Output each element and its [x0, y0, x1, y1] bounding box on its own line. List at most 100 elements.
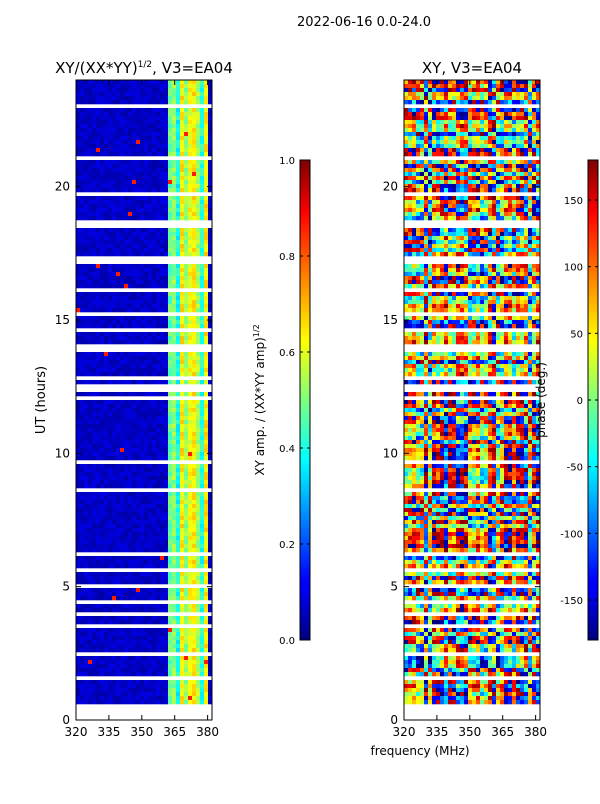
heatmap-cell — [176, 544, 181, 549]
heatmap-cell — [140, 440, 145, 445]
heatmap-cell — [84, 208, 89, 213]
heatmap-cell — [144, 216, 149, 221]
heatmap-cell — [120, 300, 125, 305]
heatmap-cell — [124, 356, 129, 361]
heatmap-cell — [164, 248, 169, 253]
heatmap-cell — [204, 548, 209, 553]
heatmap-cell — [100, 632, 105, 637]
heatmap-cell — [116, 684, 121, 689]
heatmap-cell — [176, 512, 181, 517]
heatmap-cell — [148, 216, 153, 221]
heatmap-cell — [112, 668, 117, 673]
heatmap-cell — [148, 464, 153, 469]
heatmap-cell — [200, 184, 205, 189]
heatmap-cell — [172, 696, 177, 701]
heatmap-cell — [188, 528, 193, 533]
heatmap-cell — [136, 296, 141, 301]
heatmap-cell — [468, 132, 473, 137]
heatmap-cell — [416, 144, 421, 149]
heatmap-cell — [100, 404, 105, 409]
heatmap-cell — [160, 360, 165, 365]
heatmap-cell — [184, 592, 189, 597]
heatmap-cell — [84, 404, 89, 409]
heatmap-cell — [196, 616, 201, 621]
heatmap-cell — [196, 204, 201, 209]
heatmap-cell — [136, 696, 141, 701]
heatmap-cell — [480, 124, 485, 129]
heatmap-cell — [532, 136, 537, 141]
heatmap-cell — [92, 516, 97, 521]
heatmap-cell — [164, 316, 169, 321]
heatmap-cell — [116, 172, 121, 177]
heatmap-cell — [104, 136, 109, 141]
heatmap-cell — [140, 168, 145, 173]
heatmap-cell — [164, 628, 169, 633]
heatmap-cell — [96, 84, 101, 89]
heatmap-cell — [80, 168, 85, 173]
heatmap-cell — [492, 136, 497, 141]
heatmap-cell — [200, 556, 205, 561]
heatmap-cell — [188, 544, 193, 549]
heatmap-cell — [144, 204, 149, 209]
heatmap-cell — [80, 340, 85, 345]
heatmap-cell — [208, 684, 212, 689]
heatmap-cell — [156, 172, 161, 177]
heatmap-cell — [160, 500, 165, 505]
heatmap-cell — [112, 112, 117, 117]
heatmap-cell — [520, 144, 525, 149]
heatmap-cell — [192, 536, 197, 541]
heatmap-cell — [116, 664, 121, 669]
heatmap-cell — [160, 700, 165, 705]
heatmap-cell — [92, 368, 97, 373]
heatmap-cell — [168, 512, 173, 517]
heatmap-cell — [448, 96, 453, 101]
heatmap-cell — [84, 572, 89, 577]
heatmap-cell — [192, 176, 197, 181]
heatmap-cell — [124, 664, 129, 669]
heatmap-cell — [116, 688, 121, 693]
heatmap-cell — [100, 360, 105, 365]
heatmap-cell — [428, 92, 433, 97]
heatmap-cell — [168, 524, 173, 529]
heatmap-cell — [204, 596, 209, 601]
heatmap-cell — [120, 148, 125, 153]
heatmap-cell — [208, 432, 212, 437]
heatmap-cell — [168, 360, 173, 365]
heatmap-cell — [156, 380, 161, 385]
heatmap-cell — [208, 364, 212, 369]
heatmap-cell — [160, 512, 165, 517]
heatmap-cell — [188, 152, 193, 157]
heatmap-cell — [204, 268, 209, 273]
heatmap-cell — [448, 112, 453, 117]
heatmap-cell — [92, 392, 97, 397]
heatmap-cell — [408, 116, 413, 121]
heatmap-cell — [84, 632, 89, 637]
heatmap-cell — [172, 100, 177, 105]
heatmap-cell — [420, 116, 425, 121]
heatmap-cell — [144, 196, 149, 201]
heatmap-cell — [156, 404, 161, 409]
heatmap-cell — [484, 116, 489, 121]
heatmap-cell — [208, 592, 212, 597]
heatmap-cell — [152, 324, 157, 329]
heatmap-cell — [184, 536, 189, 541]
heatmap-cell — [436, 84, 441, 89]
heatmap-cell — [116, 296, 121, 301]
heatmap-cell — [144, 604, 149, 609]
heatmap-cell — [128, 172, 133, 177]
heatmap-cell — [108, 548, 113, 553]
heatmap-cell — [168, 644, 173, 649]
heatmap-cell — [88, 80, 93, 85]
heatmap-cell — [184, 464, 189, 469]
heatmap-cell — [176, 556, 181, 561]
heatmap-cell — [160, 640, 165, 645]
heatmap-cell — [120, 572, 125, 577]
heatmap-cell — [500, 88, 505, 93]
heatmap-cell — [132, 352, 137, 357]
heatmap-cell — [108, 136, 113, 141]
heatmap-cell — [196, 408, 201, 413]
heatmap-cell — [188, 208, 193, 213]
heatmap-cell — [76, 340, 81, 345]
heatmap-cell — [184, 360, 189, 365]
heatmap-cell — [124, 308, 129, 313]
